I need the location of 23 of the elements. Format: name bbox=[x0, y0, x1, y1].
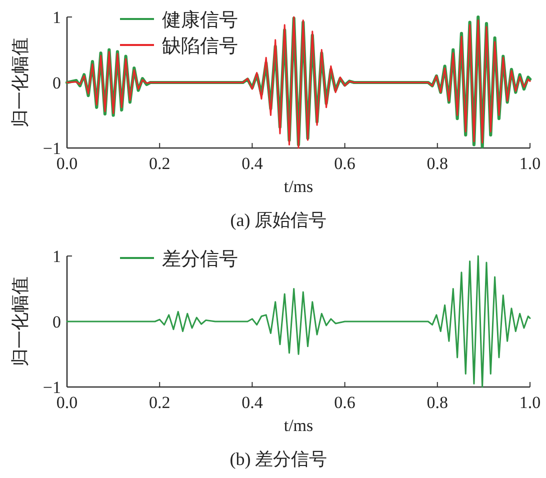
x-tick-label: 0.8 bbox=[426, 154, 448, 173]
y-axis-title: 归一化幅值 bbox=[10, 276, 30, 366]
x-axis-title: t/ms bbox=[284, 416, 314, 435]
x-tick-label: 0.8 bbox=[426, 393, 448, 412]
legend-label: 差分信号 bbox=[162, 249, 238, 270]
y-tick-label: 0 bbox=[52, 74, 61, 92]
y-tick-label: 1 bbox=[52, 8, 61, 27]
x-tick-label: 0.6 bbox=[334, 154, 356, 173]
x-tick-label: 0.6 bbox=[334, 393, 356, 412]
x-tick-label: 0.2 bbox=[148, 393, 170, 412]
x-tick-label: 0.4 bbox=[242, 154, 264, 173]
x-tick-label: 0.4 bbox=[242, 393, 264, 412]
text: (a) 原始信号 bbox=[230, 210, 327, 230]
legend-label: 健康信号 bbox=[162, 9, 238, 31]
x-tick-label: 1.0 bbox=[519, 393, 541, 412]
legend-label: 缺陷信号 bbox=[162, 36, 238, 57]
x-tick-label: 1.0 bbox=[519, 154, 541, 173]
x-tick-label: 0.2 bbox=[148, 154, 170, 173]
y-tick-label: 0 bbox=[52, 312, 61, 332]
x-axis-title: t/ms bbox=[284, 177, 314, 196]
text: (b) 差分信号 bbox=[230, 449, 328, 469]
y-axis-title: 归一化幅值 bbox=[10, 38, 30, 128]
y-tick-label: 1 bbox=[52, 247, 61, 266]
